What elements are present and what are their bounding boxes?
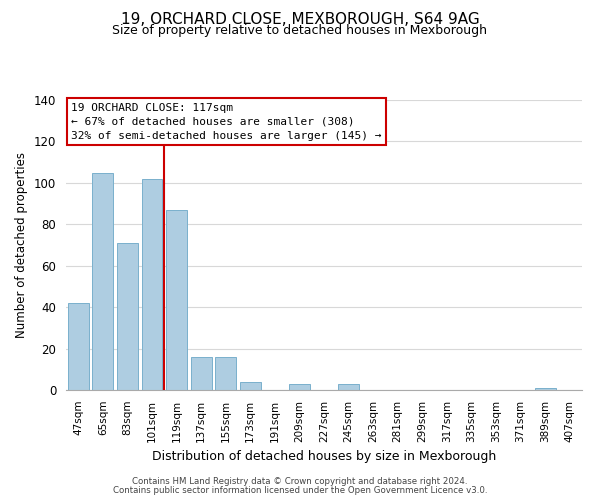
Text: Contains HM Land Registry data © Crown copyright and database right 2024.: Contains HM Land Registry data © Crown c… <box>132 477 468 486</box>
Bar <box>166 210 187 390</box>
Bar <box>142 178 163 390</box>
Text: 19 ORCHARD CLOSE: 117sqm
← 67% of detached houses are smaller (308)
32% of semi-: 19 ORCHARD CLOSE: 117sqm ← 67% of detach… <box>71 103 382 141</box>
Bar <box>68 303 89 390</box>
Text: Size of property relative to detached houses in Mexborough: Size of property relative to detached ho… <box>113 24 487 37</box>
Text: 19, ORCHARD CLOSE, MEXBOROUGH, S64 9AG: 19, ORCHARD CLOSE, MEXBOROUGH, S64 9AG <box>121 12 479 28</box>
Bar <box>289 384 310 390</box>
Bar <box>338 384 359 390</box>
Bar <box>215 357 236 390</box>
Bar <box>240 382 261 390</box>
Text: Contains public sector information licensed under the Open Government Licence v3: Contains public sector information licen… <box>113 486 487 495</box>
Y-axis label: Number of detached properties: Number of detached properties <box>16 152 28 338</box>
Bar <box>117 243 138 390</box>
Bar <box>92 172 113 390</box>
Bar <box>191 357 212 390</box>
X-axis label: Distribution of detached houses by size in Mexborough: Distribution of detached houses by size … <box>152 450 496 463</box>
Bar <box>535 388 556 390</box>
